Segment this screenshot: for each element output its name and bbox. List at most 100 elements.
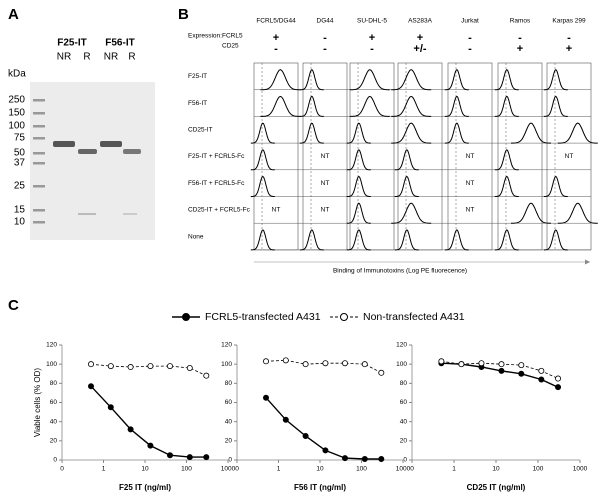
- histogram: [250, 229, 275, 251]
- ladder-band: [33, 112, 45, 115]
- histogram: [349, 95, 390, 117]
- x-tick-label: 10: [141, 466, 149, 473]
- histogram: [543, 175, 568, 197]
- data-point: [341, 360, 348, 367]
- x-tick-label: 100: [181, 466, 192, 473]
- x-tick-label: 1000: [396, 466, 411, 473]
- x-tick-label: 100: [533, 466, 544, 473]
- y-tick-label: 40: [400, 418, 408, 425]
- histogram: [543, 229, 568, 251]
- cell-line: Ramos: [510, 18, 531, 25]
- data-point: [555, 384, 562, 391]
- y-tick-label: 0: [53, 457, 57, 464]
- not-tested: NT: [321, 207, 330, 214]
- histogram: [250, 149, 275, 171]
- not-tested: NT: [321, 153, 330, 160]
- data-point: [518, 370, 525, 377]
- y-tick-label: 20: [225, 438, 233, 445]
- histogram: [391, 122, 432, 144]
- cell-line: Karpas 299: [552, 18, 586, 25]
- y-tick-label: 60: [400, 399, 408, 406]
- ladder-label: 25: [14, 181, 26, 192]
- histogram: [391, 202, 432, 224]
- data-point: [147, 363, 154, 370]
- ladder-label: 50: [14, 148, 26, 159]
- gel-band: [100, 141, 122, 147]
- histogram: [346, 122, 371, 144]
- histogram: [299, 122, 324, 144]
- x-axis-label: CD25 IT (ng/ml): [467, 483, 526, 492]
- data-point: [302, 361, 309, 368]
- row-label: F25-IT: [188, 73, 207, 80]
- x-tick-label: 0: [410, 466, 414, 473]
- y-tick-label: 80: [50, 380, 58, 387]
- not-tested: NT: [272, 207, 281, 214]
- histogram: [494, 229, 519, 251]
- expression-symbol: -: [370, 43, 374, 55]
- histogram: [444, 122, 469, 144]
- data-point: [186, 454, 193, 461]
- histogram: [299, 229, 324, 251]
- panel-label: B: [178, 6, 189, 23]
- x-axis-label: Binding of Immunotoxins (Log PE fluorece…: [333, 268, 467, 275]
- data-point: [88, 383, 95, 390]
- ladder-label: 250: [8, 95, 25, 106]
- data-point: [186, 364, 193, 371]
- gel-band: [78, 149, 97, 154]
- x-tick-label: 1: [277, 466, 281, 473]
- histogram: [250, 122, 275, 144]
- data-point: [518, 362, 525, 369]
- cell-line: SU-DHL-5: [357, 18, 387, 25]
- data-point: [282, 357, 289, 364]
- legend-marker: [182, 313, 190, 321]
- histogram: [557, 122, 598, 144]
- y-tick-label: 80: [225, 380, 233, 387]
- cell-line: DG44: [317, 18, 334, 25]
- x-tick-label: 0: [60, 466, 64, 473]
- not-tested: NT: [321, 180, 330, 187]
- row-label: F56-IT + FCRL5-Fc: [188, 180, 245, 187]
- expression-symbol: -: [468, 32, 472, 44]
- panel-label: C: [8, 297, 19, 314]
- data-point: [282, 416, 289, 423]
- histogram: [260, 69, 301, 91]
- data-point: [538, 367, 545, 374]
- not-tested: NT: [466, 180, 475, 187]
- x-tick-label: 1000: [221, 466, 236, 473]
- not-tested: NT: [466, 153, 475, 160]
- y-tick-label: 0: [228, 457, 232, 464]
- expression-symbol: +: [517, 43, 523, 55]
- lane-label: NR: [104, 52, 118, 63]
- data-point: [203, 454, 210, 461]
- data-point: [478, 360, 485, 367]
- data-point: [166, 452, 173, 459]
- expression-symbol: -: [468, 43, 472, 55]
- cell-line: Jurkat: [461, 18, 479, 25]
- y-tick-label: 80: [400, 380, 408, 387]
- ladder-band: [33, 137, 45, 140]
- histogram: [444, 95, 469, 117]
- histogram: [494, 175, 519, 197]
- x-axis-label: F56 IT (ng/ml): [294, 483, 346, 492]
- ladder-band: [33, 185, 45, 188]
- arrow-head: [585, 259, 590, 265]
- y-tick-label: 100: [396, 361, 407, 368]
- ladder-label: 37: [14, 158, 26, 169]
- marker-label: FCRL5: [222, 33, 243, 40]
- y-tick-label: 100: [46, 361, 57, 368]
- row-label: CD25-IT: [188, 126, 213, 133]
- histogram: [543, 69, 568, 91]
- gel-band: [78, 213, 96, 215]
- histogram: [494, 69, 519, 91]
- data-point: [127, 364, 134, 371]
- histogram: [346, 149, 371, 171]
- data-point: [438, 358, 445, 365]
- gel: [30, 82, 155, 240]
- y-tick-label: 60: [225, 399, 233, 406]
- x-tick-label: 100: [356, 466, 367, 473]
- x-tick-label: 1: [102, 466, 106, 473]
- histogram: [557, 202, 598, 224]
- data-point: [555, 375, 562, 382]
- series-line: [441, 362, 559, 388]
- histogram: [494, 95, 519, 117]
